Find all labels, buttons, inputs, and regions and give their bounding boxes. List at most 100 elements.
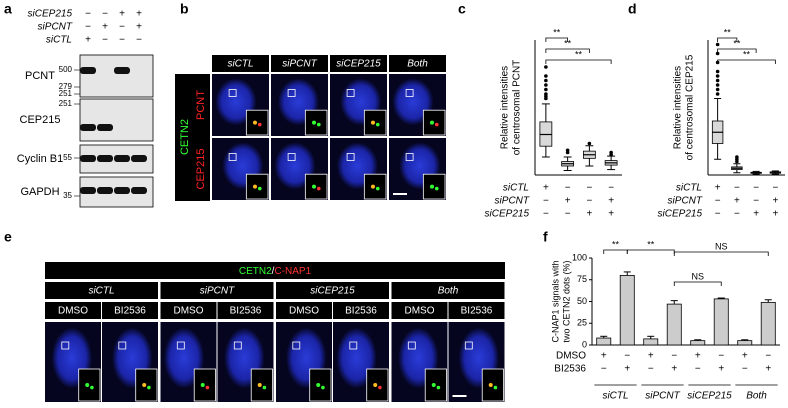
- row-label: siPCNT: [668, 196, 703, 207]
- outlier: [544, 78, 548, 83]
- mw-marker: 500: [59, 65, 73, 74]
- protein-label: CEP215: [20, 114, 61, 126]
- significance-bracket: [717, 59, 776, 64]
- inset: [309, 368, 332, 402]
- sign: +: [624, 364, 630, 375]
- sign: −: [586, 183, 592, 194]
- sign: +: [734, 196, 740, 207]
- band: [97, 187, 113, 194]
- outlier: [565, 148, 570, 153]
- sign: +: [695, 351, 701, 362]
- treatment-label: BI2536: [461, 306, 493, 317]
- sign: −: [543, 209, 549, 220]
- outlier: [587, 141, 592, 146]
- significance-label: **: [724, 27, 732, 37]
- panel-label: d: [628, 1, 637, 17]
- dot: [257, 383, 262, 387]
- mw-marker: 279: [59, 82, 73, 91]
- y-axis-label: of centrosomal PCNT: [512, 60, 523, 156]
- dot: [257, 186, 262, 191]
- sign: −: [624, 351, 630, 362]
- row-label: siCTL: [676, 183, 702, 194]
- sign: +: [565, 196, 571, 207]
- group-label: siCTL: [88, 286, 114, 297]
- significance-bracket: [626, 249, 675, 254]
- dot: [375, 122, 380, 127]
- significance-label: **: [733, 38, 741, 48]
- sign: −: [772, 183, 778, 194]
- sign: −: [734, 209, 740, 220]
- treatment-header: [448, 302, 505, 319]
- inset: [422, 173, 446, 200]
- bar: [666, 303, 682, 346]
- group-label: siPCNT: [645, 391, 680, 402]
- treatment-header: [391, 302, 448, 319]
- column-label: siPCNT: [282, 59, 317, 70]
- inset: [245, 173, 269, 200]
- y-tick-label: 50: [577, 296, 587, 306]
- band: [131, 187, 147, 194]
- outlier: [715, 78, 720, 83]
- group-label: siCTL: [602, 391, 628, 402]
- inset: [481, 368, 504, 402]
- row-label: DMSO: [556, 351, 586, 362]
- header-bar: [45, 262, 505, 279]
- inset: [245, 109, 269, 136]
- blot-panel: [79, 98, 154, 142]
- significance-label: **: [647, 239, 655, 249]
- sign: +: [136, 22, 142, 33]
- roi-box: [292, 341, 301, 350]
- dot: [85, 383, 90, 387]
- mw-marker: 55: [63, 153, 72, 162]
- sign: +: [608, 209, 614, 220]
- header: CETN2/C-NAP1: [239, 266, 312, 277]
- sign: +: [718, 364, 724, 375]
- roi-box: [405, 153, 414, 161]
- band: [114, 155, 130, 162]
- column-header: [389, 55, 446, 72]
- dot: [378, 385, 382, 390]
- sign: −: [85, 22, 91, 33]
- outlier: [544, 65, 548, 69]
- sign: −: [695, 364, 701, 375]
- inset: [424, 368, 447, 402]
- protein-label: PCNT: [25, 70, 55, 82]
- dot: [434, 186, 439, 191]
- outlier: [715, 42, 720, 47]
- protein-label: Cyclin B1: [17, 153, 63, 165]
- dot: [205, 385, 210, 390]
- sign: −: [648, 364, 654, 375]
- column-header: [212, 55, 269, 72]
- sign: −: [765, 351, 771, 362]
- dot: [316, 122, 321, 127]
- inset: [304, 109, 328, 136]
- roi-box: [346, 153, 355, 161]
- outlier: [715, 92, 720, 96]
- group-header: [160, 282, 274, 299]
- row-label: siCTL: [503, 183, 529, 194]
- dot: [316, 383, 321, 387]
- sign: +: [85, 35, 91, 46]
- significance-bracket: [717, 48, 757, 53]
- sign: +: [715, 183, 721, 194]
- sign: −: [119, 35, 125, 46]
- row-label: siCEP215: [658, 209, 703, 220]
- dot: [434, 122, 439, 127]
- treatment-label: BI2536: [345, 306, 377, 317]
- sign: −: [742, 364, 748, 375]
- treatment-label: BI2536: [230, 306, 262, 317]
- band: [80, 67, 96, 74]
- sign: −: [753, 196, 759, 207]
- significance-bracket: [545, 48, 590, 53]
- sign: −: [671, 351, 677, 362]
- y-tick-label: 100: [572, 252, 587, 262]
- dot: [371, 184, 376, 189]
- column-header: [330, 55, 387, 72]
- row-label: siPCNT: [495, 196, 530, 207]
- sign: +: [543, 183, 549, 194]
- dot: [316, 186, 321, 191]
- roi-box: [407, 341, 416, 350]
- treatment-label: DMSO: [405, 306, 435, 317]
- treatment-label: BI2536: [114, 306, 146, 317]
